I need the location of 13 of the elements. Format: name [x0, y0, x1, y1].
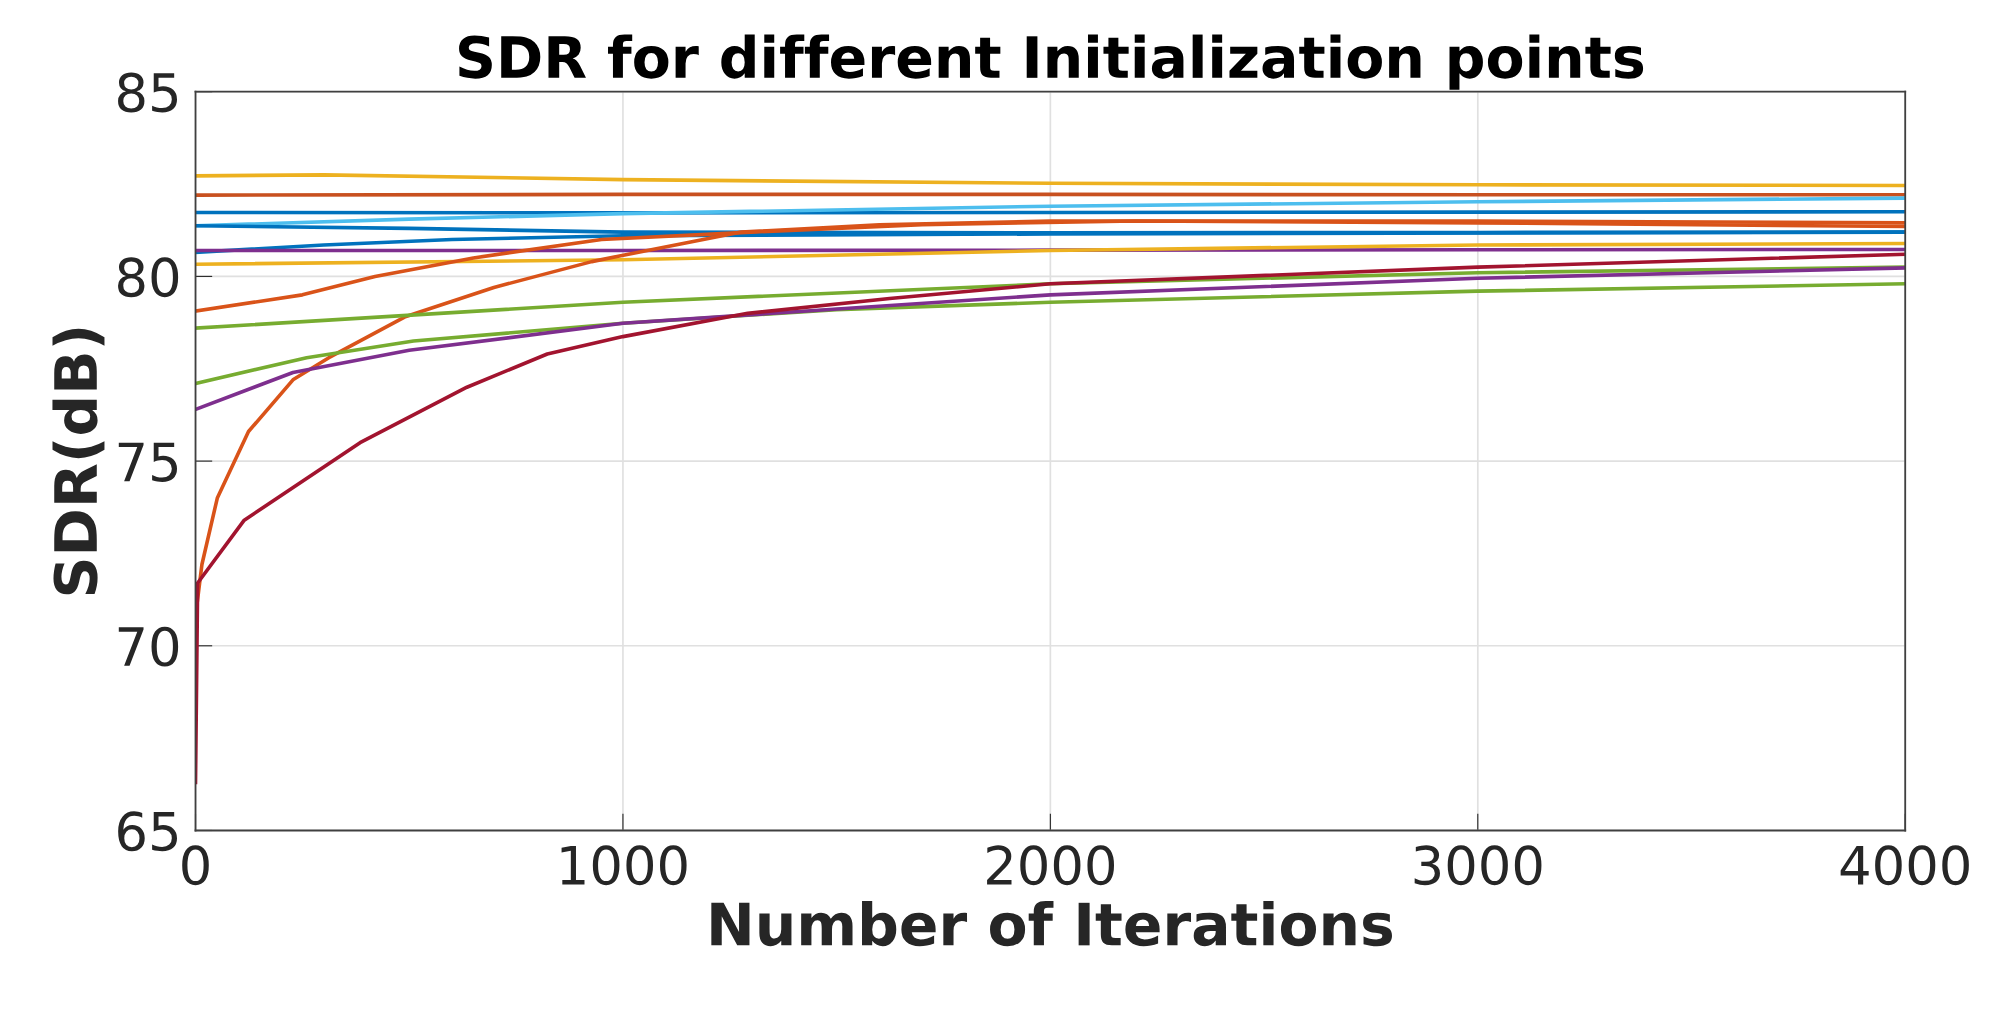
x-axis-title: Number of Iterations — [711, 901, 1392, 947]
x-tick-label: 3000 — [1414, 845, 1542, 886]
y-tick-label: 70 — [118, 626, 179, 667]
y-tick-label: 80 — [118, 257, 179, 298]
x-tick-label: 4000 — [1840, 845, 1969, 886]
x-tick-label: 2000 — [987, 845, 1115, 886]
y-tick-label: 75 — [118, 442, 178, 482]
y-tick-label: 85 — [118, 72, 178, 113]
x-tick-label: 0 — [182, 845, 209, 886]
y-tick-label: 65 — [118, 811, 178, 852]
y-axis-title: SDR(dB) — [52, 328, 105, 595]
x-tick-label: 1000 — [561, 845, 687, 886]
chart-title: SDR for different Initialization points — [459, 34, 1644, 90]
